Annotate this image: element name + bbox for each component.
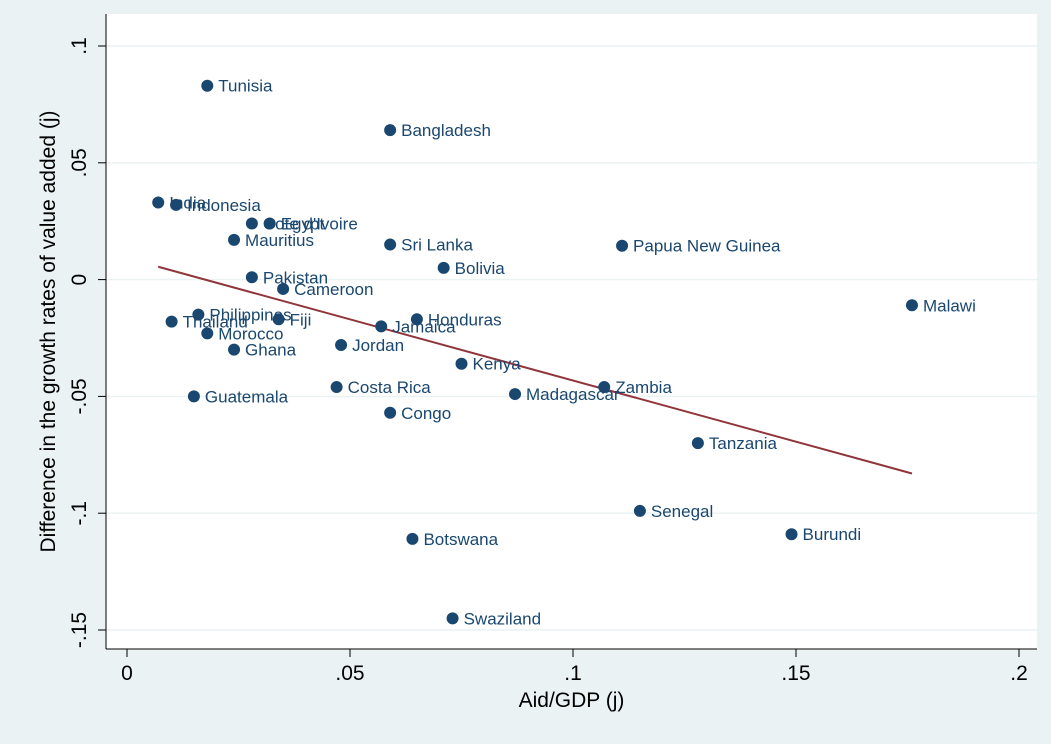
point-label: Philippines xyxy=(209,306,291,325)
point-label: Sri Lanka xyxy=(401,236,473,255)
point-label: Tunisia xyxy=(218,77,273,96)
y-tick-label: .1 xyxy=(68,37,91,55)
data-point xyxy=(384,238,397,251)
point-label: Cote d'Ivoire xyxy=(263,215,358,234)
point-label: Honduras xyxy=(428,310,502,329)
data-point xyxy=(263,217,276,230)
data-point xyxy=(691,437,704,450)
data-point xyxy=(152,196,165,209)
point-label: Botswana xyxy=(423,530,498,549)
grid xyxy=(106,45,1037,631)
data-point xyxy=(201,327,214,340)
data-point xyxy=(192,308,205,321)
data-point xyxy=(633,504,646,517)
data-point xyxy=(201,79,214,92)
data-point xyxy=(228,343,241,356)
data-point xyxy=(406,532,419,545)
data-point xyxy=(335,339,348,352)
point-label: Ghana xyxy=(245,341,297,360)
point-label: Senegal xyxy=(651,502,713,521)
point-label: Burundi xyxy=(803,525,862,544)
data-point xyxy=(598,381,611,394)
x-tick-label: .1 xyxy=(564,662,582,685)
point-label: Cameroon xyxy=(294,280,373,299)
y-tick-label: 0 xyxy=(68,274,91,286)
point-label: Congo xyxy=(401,404,451,423)
data-point xyxy=(410,313,423,326)
data-point xyxy=(375,320,388,333)
y-tick-label: -.1 xyxy=(68,501,91,526)
x-tick-label: .2 xyxy=(1010,662,1028,685)
data-point xyxy=(187,390,200,403)
point-label: Indonesia xyxy=(187,196,261,215)
data-point xyxy=(330,381,343,394)
point-label: Pakistan xyxy=(263,268,328,287)
point-label: Papua New Guinea xyxy=(633,237,781,256)
x-tick-label: .15 xyxy=(781,662,810,685)
data-point xyxy=(165,315,178,328)
data-point xyxy=(384,124,397,137)
point-label: Jordan xyxy=(352,336,404,355)
axes: -.15 -.1 -.05 0 .05 .1 0 .05 .1 .15 .2 xyxy=(68,14,1037,685)
point-label: Zambia xyxy=(615,378,672,397)
point-label: Bolivia xyxy=(455,259,506,278)
fitted-line xyxy=(157,265,913,475)
data-point xyxy=(228,233,241,246)
point-label: Mauritius xyxy=(245,231,314,250)
x-tick-label: .05 xyxy=(335,662,364,685)
point-label: Madagascar xyxy=(526,385,620,404)
point-label: Morocco xyxy=(218,324,283,343)
y-tick-label: .05 xyxy=(68,148,91,177)
x-tick-label: 0 xyxy=(121,662,133,685)
data-point xyxy=(437,261,450,274)
data-point xyxy=(277,282,290,295)
data-point xyxy=(455,357,468,370)
x-axis-title: Aid/GDP (j) xyxy=(519,689,625,712)
plot-area xyxy=(106,14,1037,649)
point-label: Swaziland xyxy=(464,609,541,628)
y-tick-label: -.05 xyxy=(68,378,91,414)
point-label: Guatemala xyxy=(205,387,289,406)
point-label: Tanzania xyxy=(709,434,778,453)
data-point xyxy=(245,217,258,230)
data-point xyxy=(272,313,285,326)
data-point xyxy=(509,388,522,401)
data-point xyxy=(245,271,258,284)
point-label: Jamaica xyxy=(392,317,456,336)
point-label: Kenya xyxy=(473,355,522,374)
point-label: Bangladesh xyxy=(401,121,491,140)
data-point xyxy=(785,528,798,541)
point-label: Costa Rica xyxy=(348,378,432,397)
point-label: Malawi xyxy=(923,296,976,315)
point-label: Thailand xyxy=(183,313,248,332)
point-label: Fiji xyxy=(290,310,312,329)
data-point xyxy=(384,406,397,419)
y-tick-label: -.15 xyxy=(68,612,91,648)
data-point xyxy=(170,198,183,211)
fit-line-group xyxy=(157,265,913,475)
data-point xyxy=(446,612,459,625)
data-point xyxy=(616,239,629,252)
point-label: Egypt xyxy=(281,215,325,234)
data-point xyxy=(905,299,918,312)
y-axis-title: Difference in the growth rates of value … xyxy=(37,110,60,552)
